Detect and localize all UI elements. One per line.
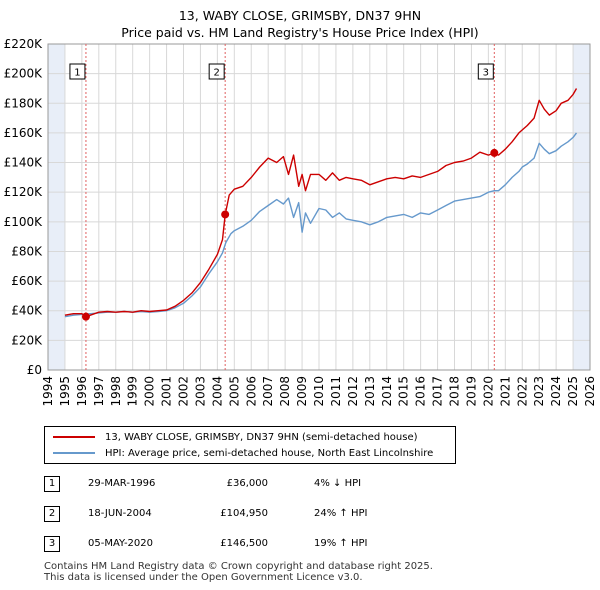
- transaction-badge-label: 3: [483, 68, 489, 79]
- x-tick-label: 2002: [177, 376, 191, 407]
- transaction-price: £104,950: [220, 508, 268, 519]
- x-tick-label: 2018: [448, 376, 462, 407]
- x-tick-label: 2023: [532, 376, 546, 407]
- transaction-row: 1 29-MAR-1996 £36,000 4% ↓ HPI: [44, 476, 464, 494]
- x-tick-label: 2019: [464, 376, 478, 407]
- transaction-row: 3 05-MAY-2020 £146,500 19% ↑ HPI: [44, 536, 464, 554]
- transaction-marker: [221, 210, 230, 219]
- footer-copyright: Contains HM Land Registry data © Crown c…: [44, 561, 433, 572]
- x-tick-label: 2000: [143, 376, 157, 407]
- y-tick-label: £0: [27, 363, 42, 377]
- y-tick-label: £40K: [11, 304, 43, 318]
- y-tick-label: £200K: [4, 67, 44, 81]
- transaction-badge: 2: [44, 506, 60, 522]
- transaction-marker: [81, 312, 90, 321]
- x-tick-label: 2014: [380, 376, 394, 407]
- hpi-line-swatch: [53, 452, 95, 454]
- x-tick-label: 2007: [261, 376, 275, 407]
- x-tick-label: 1995: [58, 376, 72, 407]
- x-tick-label: 1999: [126, 376, 140, 407]
- transaction-badge-box: [208, 63, 225, 80]
- legend-hpi-label: HPI: Average price, semi-detached house,…: [105, 447, 434, 459]
- x-tick-label: 1997: [92, 376, 106, 407]
- x-tick-label: 2025: [566, 376, 580, 407]
- y-tick-label: £160K: [4, 126, 44, 140]
- legend-item-hpi: HPI: Average price, semi-detached house,…: [53, 445, 433, 461]
- x-tick-label: 2022: [515, 376, 529, 407]
- y-tick-label: £80K: [11, 244, 43, 258]
- x-tick-label: 2026: [583, 376, 597, 407]
- x-tick-label: 2005: [227, 376, 241, 407]
- transaction-marker: [490, 148, 499, 157]
- price-line-swatch: [53, 436, 95, 438]
- x-tick-label: 2013: [363, 376, 377, 407]
- transaction-date: 18-JUN-2004: [88, 508, 152, 519]
- transaction-price: £146,500: [220, 538, 268, 549]
- transaction-badge: 1: [44, 476, 60, 492]
- x-tick-label: 2009: [295, 376, 309, 407]
- y-tick-label: £220K: [4, 37, 44, 51]
- x-tick-label: 2012: [346, 376, 360, 407]
- y-tick-label: £180K: [4, 96, 44, 110]
- transaction-badge-label: 2: [213, 68, 219, 79]
- chart-title-line2: Price paid vs. HM Land Registry's House …: [121, 25, 479, 40]
- x-tick-label: 2011: [329, 376, 343, 407]
- footer-licence: This data is licensed under the Open Gov…: [44, 572, 363, 583]
- transaction-date: 05-MAY-2020: [88, 538, 154, 549]
- shaded-period: [48, 44, 65, 370]
- x-tick-label: 2016: [414, 376, 428, 407]
- transaction-badge-box: [69, 63, 86, 80]
- transaction-price: £36,000: [226, 478, 268, 489]
- x-tick-label: 2006: [244, 376, 258, 407]
- x-tick-label: 2003: [193, 376, 207, 407]
- x-tick-label: 2024: [549, 376, 563, 407]
- x-tick-label: 2010: [312, 376, 326, 407]
- x-tick-label: 1996: [75, 376, 89, 407]
- legend-price-label: 13, WABY CLOSE, GRIMSBY, DN37 9HN (semi-…: [105, 431, 418, 443]
- price-chart: £0 £20K £40K £60K £80K £100K £120K £140K £160K £1…: [4, 37, 597, 407]
- chart-title-line1: 13, WABY CLOSE, GRIMSBY, DN37 9HN: [178, 8, 422, 23]
- y-tick-label: £140K: [4, 156, 44, 170]
- y-tick-label: £120K: [4, 185, 44, 199]
- transaction-hpi: 4% ↓ HPI: [314, 478, 362, 489]
- x-tick-label: 2008: [278, 376, 292, 407]
- y-tick-label: £20K: [11, 333, 43, 347]
- shaded-period: [573, 44, 590, 370]
- price-series-line: [64, 88, 578, 318]
- plot-frame: [47, 43, 591, 371]
- transaction-hpi: 19% ↑ HPI: [314, 538, 368, 549]
- transaction-badge: 3: [44, 536, 60, 552]
- x-tick-label: 2017: [431, 376, 445, 407]
- x-tick-label: 2020: [481, 376, 495, 407]
- x-tick-label: 2021: [498, 376, 512, 407]
- legend-item-price: 13, WABY CLOSE, GRIMSBY, DN37 9HN (semi-…: [53, 429, 418, 445]
- transaction-row: 2 18-JUN-2004 £104,950 24% ↑ HPI: [44, 506, 464, 524]
- transaction-badge-box: [477, 63, 494, 80]
- transaction-hpi: 24% ↑ HPI: [314, 508, 368, 519]
- y-tick-label: £100K: [4, 215, 44, 229]
- transaction-badge-label: 1: [74, 68, 80, 79]
- chart-legend: 13, WABY CLOSE, GRIMSBY, DN37 9HN (semi-…: [44, 426, 456, 464]
- x-tick-label: 1994: [41, 376, 55, 407]
- x-tick-label: 2001: [160, 376, 174, 407]
- transaction-date: 29-MAR-1996: [88, 478, 156, 489]
- x-tick-label: 2015: [397, 376, 411, 407]
- y-tick-label: £60K: [11, 274, 43, 288]
- x-tick-label: 1998: [109, 376, 123, 407]
- x-tick-label: 2004: [210, 376, 224, 407]
